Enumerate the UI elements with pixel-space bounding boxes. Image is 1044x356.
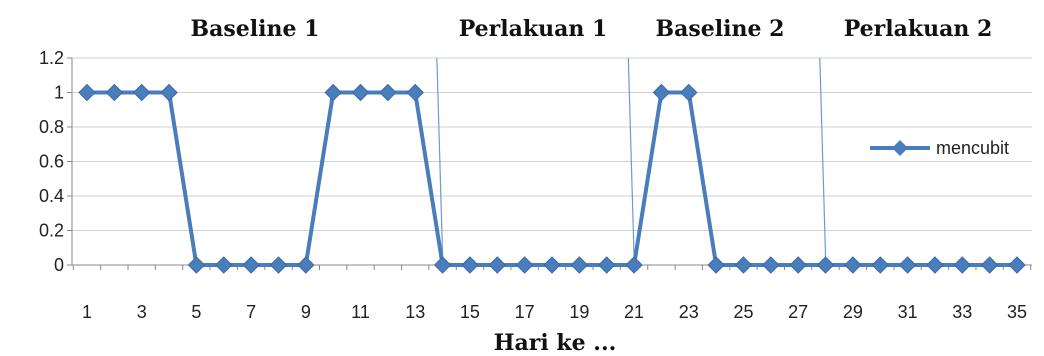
phase-labels: Baseline 1 Perlakuan 1 Baseline 2 Perlakuan… [191,16,993,42]
data-point-34 [980,256,999,274]
data-point-12 [379,83,397,102]
y-tick-label-0: 0 [54,255,64,275]
data-point-25 [734,256,753,274]
data-point-11 [351,83,370,102]
phase-label-4: Perlakuan 2 [844,16,993,42]
data-point-18 [543,256,561,274]
data-point-1 [78,83,96,102]
x-tick-label-7: 7 [246,302,256,322]
x-tick-label-25: 25 [733,302,753,322]
x-tick-label-1: 1 [82,302,92,322]
x-tick-label-33: 33 [952,302,972,322]
data-point-2 [105,83,124,102]
data-point-17 [515,256,534,274]
data-point-19 [570,256,589,274]
y-tick-label-3: 0.6 [39,152,64,172]
y-tick-label-2: 0.4 [39,186,64,206]
data-point-20 [597,256,616,274]
data-point-6 [215,256,233,274]
legend: mencubit [870,138,1009,158]
data-point-10 [324,83,342,102]
data-point-32 [926,256,944,274]
x-tick-label-21: 21 [624,302,644,322]
x-tick-label-23: 23 [679,302,699,322]
x-tick-label-35: 35 [1007,302,1027,322]
data-point-29 [844,256,862,274]
data-point-28 [816,256,835,274]
legend-marker [892,140,908,156]
data-point-16 [488,256,507,274]
x-tick-label-15: 15 [460,302,480,322]
data-point-31 [898,256,917,274]
phase-divider-lines [436,57,827,266]
x-axis-tick-labels: 1 3 5 7 9 11 13 15 17 19 21 23 25 27 29 31 33 35 [82,302,1027,322]
data-point-4 [160,83,178,102]
series-mencubit [78,83,1026,274]
data-point-26 [762,256,780,274]
x-tick-label-27: 27 [788,302,808,322]
x-tick-label-19: 19 [569,302,589,322]
data-point-7 [242,256,260,274]
data-point-13 [406,83,424,102]
phase-label-1: Baseline 1 [191,16,320,42]
data-point-15 [461,256,479,274]
legend-label: mencubit [936,138,1009,158]
data-point-23 [680,83,698,102]
x-tick-label-13: 13 [405,302,425,322]
x-tick-label-5: 5 [191,302,201,322]
phase-label-2: Perlakuan 1 [459,16,608,42]
y-tick-label-4: 0.8 [39,117,64,137]
data-point-14 [433,256,452,274]
x-tick-label-3: 3 [137,302,147,322]
phase-line-2 [627,57,635,266]
data-point-21 [625,256,643,274]
x-tick-label-17: 17 [515,302,535,322]
data-point-27 [789,256,807,274]
data-point-9 [297,256,315,274]
data-point-24 [707,256,725,274]
x-tick-label-11: 11 [351,302,370,322]
data-point-35 [1008,256,1026,274]
x-axis-label: Hari ke ... [494,330,617,356]
data-point-3 [132,83,151,102]
data-point-8 [269,256,288,274]
data-point-5 [187,256,206,274]
data-point-22 [652,83,671,102]
phase-line-3 [819,57,827,266]
y-tick-label-5: 1 [54,83,64,103]
y-tick-label-6: 1.2 [39,48,64,68]
phase-line-1 [436,57,444,266]
x-tick-label-31: 31 [898,302,918,322]
data-point-33 [953,256,972,274]
axes [67,57,1032,270]
y-axis-tick-labels: 0 0.2 0.4 0.6 0.8 1 1.2 [39,48,64,275]
series-line [87,90,1017,267]
y-tick-label-1: 0.2 [39,221,64,241]
gridlines [72,57,1032,231]
data-point-30 [871,256,889,274]
x-tick-label-29: 29 [843,302,863,322]
phase-label-3: Baseline 2 [656,16,785,42]
x-tick-label-9: 9 [301,302,311,322]
